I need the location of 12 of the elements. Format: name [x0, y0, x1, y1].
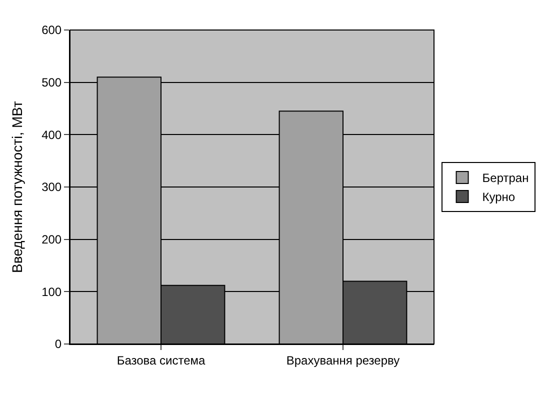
x-tick-label: Врахування резерву — [286, 353, 400, 368]
y-tick-label: 200 — [42, 232, 62, 247]
y-tick-label: 400 — [42, 128, 62, 142]
legend-label: Курно — [482, 190, 516, 204]
y-tick-label: 600 — [42, 23, 62, 38]
y-tick-label: 500 — [42, 76, 62, 90]
y-axis-title: Введення потужності, МВт — [9, 100, 26, 273]
y-tick-label: 100 — [42, 284, 62, 299]
legend-label: Бертран — [482, 171, 529, 186]
y-tick-label: 300 — [42, 180, 62, 194]
x-tick-label: Базова система — [116, 353, 206, 368]
y-tick-label: 0 — [54, 337, 62, 352]
